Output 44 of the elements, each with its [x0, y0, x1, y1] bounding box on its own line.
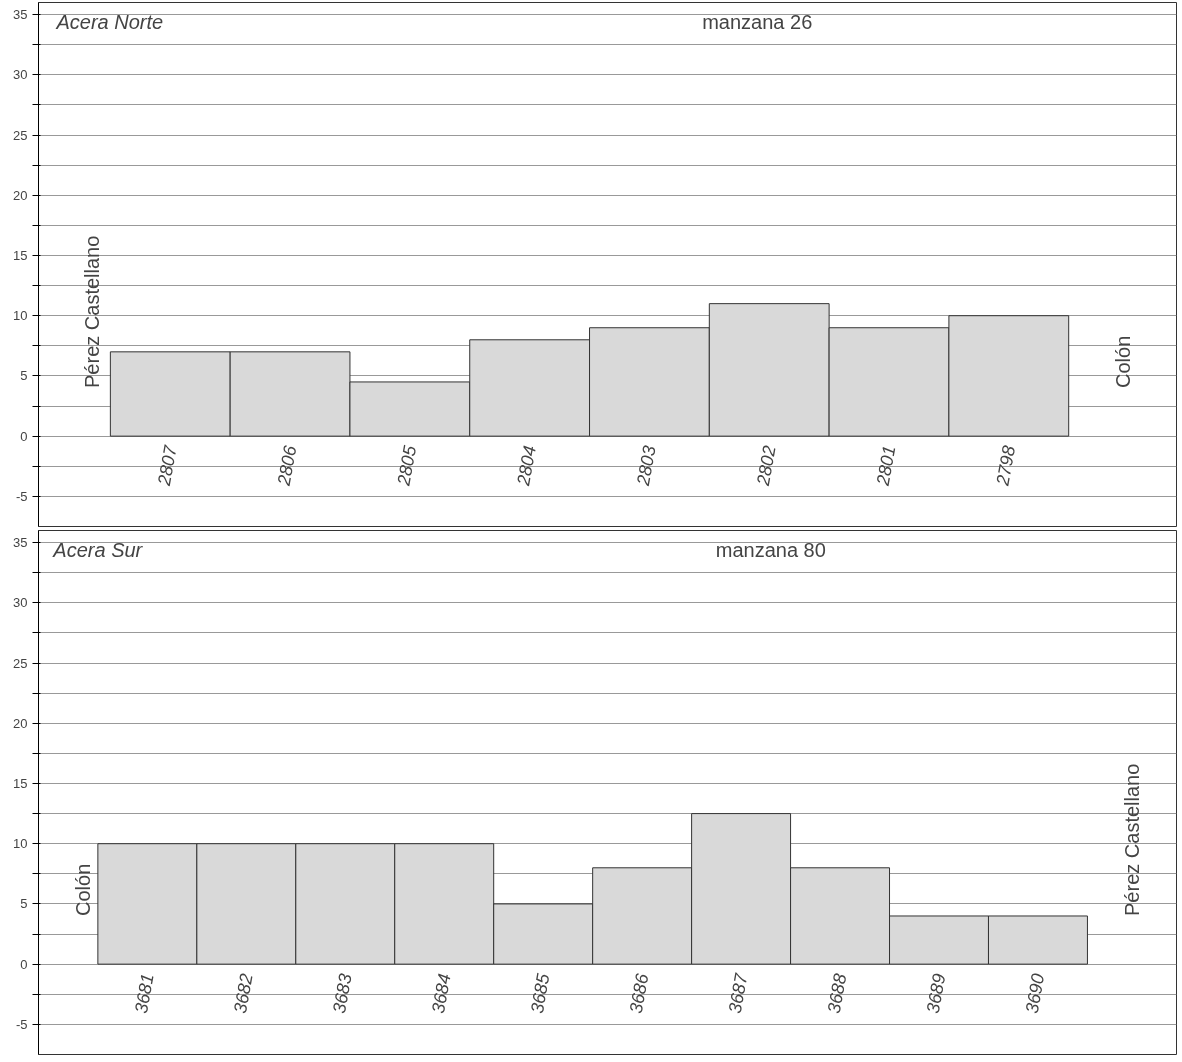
- y-tick-label: 10: [13, 836, 28, 852]
- x-tick-label: 2802: [752, 444, 780, 489]
- y-tick-label: -5: [15, 488, 28, 504]
- x-tick-label: 2804: [513, 444, 540, 489]
- x-tick-label: 3681: [131, 972, 158, 1016]
- x-tick-label: 3686: [625, 971, 653, 1016]
- y-tick-label: 30: [13, 595, 28, 611]
- y-tick-label: 35: [13, 7, 28, 23]
- x-tick-label: 3688: [823, 972, 851, 1016]
- text: Colón: [72, 863, 95, 916]
- y-tick-label: 5: [20, 368, 28, 384]
- y-tick-label: -5: [15, 1016, 28, 1032]
- text: Pérez Castellano: [81, 235, 104, 388]
- x-tick-label: 2807: [153, 443, 181, 489]
- x-tick-label: 2801: [872, 444, 900, 489]
- text: Pérez Castellano: [1120, 763, 1143, 916]
- x-tick-label: 3685: [526, 971, 554, 1016]
- chart-subtitle: manzana 80: [715, 538, 826, 561]
- y-tick-label: 0: [20, 428, 28, 444]
- x-tick-label: 3687: [724, 971, 752, 1016]
- x-tick-label: 2798: [992, 444, 1020, 489]
- x-tick-label: 2806: [273, 443, 301, 489]
- x-tick-label: 3690: [1021, 972, 1049, 1016]
- chart-title: Acera Sur: [52, 538, 144, 561]
- chart-subtitle: manzana 26: [702, 10, 813, 33]
- y-tick-label: 35: [13, 535, 28, 551]
- y-tick-label: 25: [13, 655, 28, 671]
- y-tick-label: 20: [13, 715, 28, 731]
- x-tick-label: 3683: [328, 972, 356, 1016]
- y-tick-label: 25: [13, 127, 28, 143]
- x-tick-label: 3684: [427, 972, 455, 1016]
- y-tick-label: 15: [13, 775, 28, 791]
- chart-title: Acera Norte: [55, 10, 164, 33]
- y-tick-label: 30: [13, 67, 28, 83]
- x-tick-label: 3689: [922, 972, 950, 1016]
- y-tick-label: 5: [20, 896, 28, 912]
- y-tick-label: 10: [13, 308, 28, 324]
- y-tick-label: 15: [13, 247, 28, 263]
- text: Colón: [1111, 335, 1134, 388]
- x-tick-label: 3682: [230, 972, 257, 1016]
- y-tick-label: 20: [13, 187, 28, 203]
- x-tick-label: 2803: [632, 444, 660, 489]
- y-tick-label: 0: [20, 956, 28, 972]
- x-tick-label: 2805: [393, 443, 421, 489]
